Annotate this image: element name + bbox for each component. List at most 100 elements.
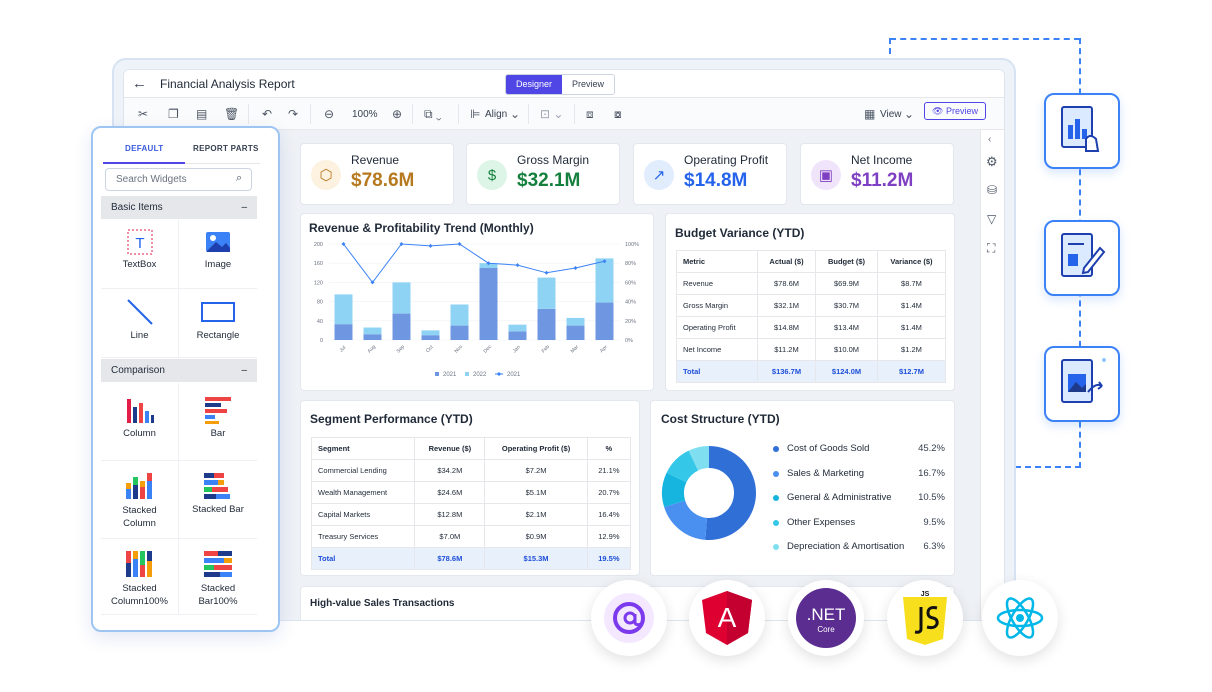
segment-performance-panel[interactable]: Segment Performance (YTD) Segment Revenu… [300,400,640,576]
kpi-card-gross-margin[interactable]: $ Gross Margin $32.1M [466,143,620,205]
widget-stacked-bar100[interactable]: Stacked Bar100% [179,539,257,615]
tab-default[interactable]: DEFAULT [125,144,164,153]
table-cell: Total [676,360,758,383]
zoom-out-icon[interactable]: ⊖ [324,107,335,121]
search-input[interactable]: Search Widgets [105,168,252,191]
paste-icon[interactable]: ▤ [196,107,208,121]
copy-icon[interactable]: ❐ [168,107,179,121]
legend-item: Cost of Goods Sold 45.2% [773,443,945,468]
section-comparison[interactable]: Comparison – [101,359,257,382]
blazor-icon [604,593,654,643]
section-title: Basic Items [111,202,163,213]
arrange-icon[interactable]: ⧉ ⌄ [424,107,442,121]
table-cell: $7.2M [484,459,588,482]
zoom-level[interactable]: 100% [352,109,378,120]
legend-value: 45.2% [918,443,945,454]
table-cell: Capital Markets [310,503,416,526]
widget-column[interactable]: Column [101,383,179,461]
trend-chart: 200 100% 160 80% 120 60% 80 40% 40 20% 0 0% Jul Aug Se… [314,242,639,378]
budget-variance-panel[interactable]: Budget Variance (YTD) Metric Actual ($) … [665,213,955,391]
table-row: Revenue $78.6M $69.9M $8.7M [676,272,947,295]
textbox-icon: T [127,229,152,255]
column-chart-icon [126,399,154,423]
tab-report-parts[interactable]: REPORT PARTS [193,144,259,153]
segment-performance-table: Segment Revenue ($) Operating Profit ($)… [310,437,632,570]
preview-button[interactable]: 👁 Preview [924,102,986,120]
legend-value: 9.5% [923,516,945,528]
basic-items-grid: T TextBox Image Line Rectangle [101,220,257,358]
collapse-icon[interactable]: – [241,365,247,376]
x-tick-label: Jul [338,345,347,354]
table-cell: $13.4M [815,316,878,339]
x-tick-label: Sep [396,344,407,355]
redo-icon[interactable]: ↷ [288,107,299,121]
kpi-card-operating-profit[interactable]: ↗ Operating Profit $14.8M [633,143,787,205]
widget-rectangle[interactable]: Rectangle [179,289,257,358]
image-settings-icon[interactable]: ⛶ [987,241,996,255]
cut-icon[interactable]: ✂ [138,107,149,121]
collapse-icon[interactable]: – [241,202,247,213]
widget-stacked-column[interactable]: Stacked Column [101,461,179,539]
column-header: Revenue ($) [414,437,486,460]
dotnet-core-logo: .NET Core [788,580,864,656]
zoom-in-icon[interactable]: ⊕ [392,107,403,121]
widget-textbox[interactable]: T TextBox [101,220,179,289]
table-cell: Commercial Lending [310,459,416,482]
chevron-down-icon[interactable]: ⌄ [904,107,915,121]
delete-icon[interactable]: 🗑 [224,107,240,121]
design-canvas[interactable]: ⬡ Revenue $78.6M $ Gross Margin $32.1M ↗… [124,130,980,620]
designer-mode-button[interactable]: Designer [506,75,563,94]
filter-icon[interactable]: ▽ [987,212,997,226]
widget-bar[interactable]: Bar [179,383,257,461]
widget-stacked-column100[interactable]: Stacked Column100% [101,539,179,615]
trend-chart-title: Revenue & Profitability Trend (Monthly) [309,221,534,235]
donut-slice [688,446,710,471]
view-dropdown[interactable]: View [880,109,902,120]
preview-mode-button[interactable]: Preview [562,75,615,94]
kpi-card-net-income[interactable]: ▣ Net Income $11.2M [800,143,954,205]
section-basic-items[interactable]: Basic Items – [101,196,257,219]
align-icon[interactable]: ⊫ [470,107,481,121]
widget-image[interactable]: Image [179,220,257,289]
chevron-left-icon[interactable]: ‹ [988,134,992,145]
x-tick-label: Nov [454,344,465,355]
table-cell: $2.1M [484,503,588,526]
table-cell: $8.7M [876,272,947,295]
bar [595,302,614,340]
kpi-card-revenue[interactable]: ⬡ Revenue $78.6M [300,143,454,205]
gear-icon[interactable]: ⚙ [986,154,998,169]
bar [508,324,527,332]
legend-dot [773,446,779,452]
widget-label: Stacked Column100% [110,583,169,607]
bar [392,282,411,314]
cost-structure-panel[interactable]: Cost Structure (YTD) Cost of Goods Sold … [650,400,955,576]
legend-label: 2021 [507,372,521,378]
widget-line[interactable]: Line [101,289,179,358]
eye-icon: 👁 [932,106,944,116]
chevron-down-icon[interactable]: ⌄ [510,107,521,121]
back-arrow-icon[interactable]: ← [132,75,147,92]
kpi-value: $32.1M [517,170,581,191]
undo-icon[interactable]: ↶ [262,107,273,121]
trend-chart-panel[interactable]: Revenue & Profitability Trend (Monthly) … [300,213,654,391]
toolbar-separator [574,104,575,124]
group-icon[interactable]: ⊡ ⌄ [540,107,564,121]
widget-label: Rectangle [196,330,240,341]
bar-chart-icon [205,397,231,424]
legend-value: 10.5% [918,492,945,503]
send-backward-icon[interactable]: ⧇ [614,107,622,121]
y2-tick-label: 0% [625,338,633,344]
database-icon[interactable]: ⛁ [987,183,998,197]
widget-label: Image [204,259,232,270]
table-cell: $12.7M [876,360,947,383]
table-cell: Revenue [676,272,758,295]
widget-label: Stacked Bar [192,504,244,515]
bring-forward-icon[interactable]: ⧈ [586,107,594,121]
angular-letter: A [718,602,737,633]
widget-stacked-bar[interactable]: Stacked Bar [179,461,257,539]
active-tab-indicator [103,162,185,164]
preview-button-label: Preview [945,106,978,116]
align-dropdown[interactable]: Align [485,109,508,120]
kpi-value: $78.6M [351,170,415,191]
connector-top [890,38,1080,40]
